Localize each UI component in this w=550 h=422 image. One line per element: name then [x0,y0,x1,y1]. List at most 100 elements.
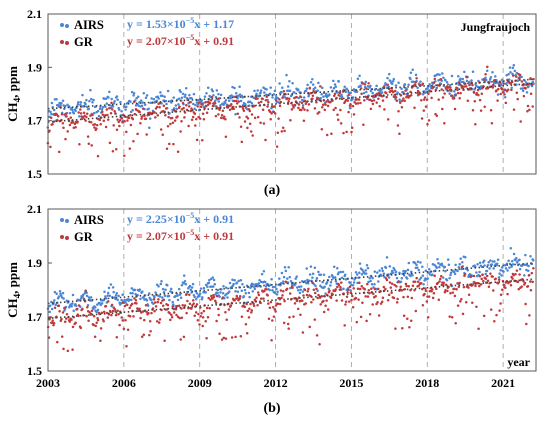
data-point [256,304,259,307]
data-point [71,293,75,297]
data-point [509,283,513,287]
data-point [320,93,323,96]
panel-caption: (a) [264,183,281,198]
data-point [463,272,467,276]
data-point [332,79,335,83]
data-point [221,291,225,295]
data-point [240,315,244,318]
data-point [311,83,315,86]
data-point [102,310,106,314]
data-point [460,265,464,269]
data-point [242,294,246,298]
data-point [515,269,519,272]
data-point [321,86,324,90]
data-point [272,315,276,318]
data-point [520,75,523,79]
data-point [169,287,173,291]
data-point [442,281,446,285]
data-point [499,302,502,305]
data-point [502,283,505,287]
data-point [381,94,384,98]
data-point [419,276,423,280]
trend-line-gr [47,278,534,320]
data-point [509,71,512,74]
data-point [182,274,186,277]
data-point [471,109,475,112]
data-point [498,272,501,275]
data-point [293,103,297,107]
data-point [300,108,303,112]
data-point [359,315,363,319]
data-point [502,82,505,85]
data-point [286,96,289,100]
data-point [365,87,368,90]
data-point [506,88,510,91]
data-point [459,91,462,95]
data-point [400,87,403,90]
data-point [210,294,213,298]
data-point [484,78,488,82]
data-point [111,108,114,111]
data-point [74,304,78,308]
site-label: Jungfraujoch [461,20,531,34]
data-point [527,264,530,268]
data-point [72,309,75,312]
data-point [532,259,535,262]
data-point [191,282,195,286]
data-point [224,98,228,102]
data-point [431,288,434,291]
data-point [387,293,391,297]
data-point [488,282,491,285]
data-point [140,104,144,107]
data-point [85,112,89,115]
data-point [78,115,81,118]
data-point [283,96,287,99]
data-point [448,88,451,92]
data-point [402,295,405,299]
data-point [329,284,332,287]
data-point [237,100,241,103]
data-point [322,310,326,314]
data-point [272,93,276,96]
x-tick-label: 2003 [36,376,60,390]
data-point [153,301,157,304]
data-point [183,95,186,99]
data-point [188,302,192,306]
data-point [116,309,119,313]
data-point [397,81,400,84]
data-point [414,81,417,84]
data-point [370,282,374,286]
data-point [194,124,197,127]
data-point [510,260,514,263]
data-point [466,269,470,272]
data-point [448,315,451,318]
data-point [299,313,302,316]
data-point [390,82,394,86]
data-point [69,116,73,119]
data-point [241,107,245,110]
data-point [399,285,402,289]
data-point [277,117,280,120]
data-point [119,302,123,305]
data-point [99,327,103,330]
data-point [183,279,187,283]
data-point [280,271,284,275]
data-point [48,304,52,307]
data-point [264,93,268,96]
data-point [493,319,496,323]
data-point [369,84,372,88]
data-point [207,281,211,285]
data-point [528,314,531,317]
data-point [403,83,407,86]
data-point [306,109,309,112]
data-point [234,91,238,95]
data-point [50,300,53,304]
data-point [70,318,73,322]
data-point [508,266,511,269]
data-point [99,339,102,342]
data-point [392,77,396,81]
data-point [532,266,535,270]
data-point [405,284,408,288]
data-point [415,276,418,280]
data-point [251,134,254,137]
